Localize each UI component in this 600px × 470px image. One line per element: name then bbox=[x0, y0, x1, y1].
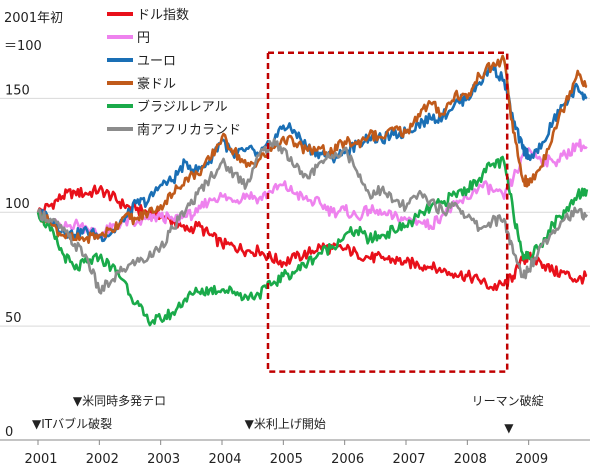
y-axis-title-line: 2001年初 bbox=[4, 11, 63, 26]
legend-label-1: 円 bbox=[137, 31, 150, 46]
annotation-2: ▼米利上げ開始 bbox=[245, 417, 326, 431]
y-axis-title: 2001年初 ＝100 bbox=[4, 11, 63, 54]
x-tick-label: 2005 bbox=[270, 452, 303, 467]
x-tick-label: 2004 bbox=[208, 452, 241, 467]
annotation-0: ▼ITバブル破裂 bbox=[32, 416, 112, 431]
x-tick-label: 2008 bbox=[454, 452, 487, 467]
annotations: ▼ITバブル破裂 ▼米同時多発テロ ▼米利上げ開始 リーマン破綻 ▼ bbox=[32, 393, 544, 435]
legend-label-4: ブラジルレアル bbox=[137, 99, 228, 115]
annotation-marker-3: ▼ bbox=[504, 421, 514, 435]
x-tick-label: 2007 bbox=[392, 452, 425, 467]
y-tick-label: 50 bbox=[5, 311, 22, 326]
y-tick-label: 0 bbox=[5, 425, 13, 440]
x-tick-label: 2001 bbox=[24, 452, 57, 467]
series-lines bbox=[36, 54, 589, 327]
grid bbox=[0, 97, 590, 327]
legend-label-3: 豪ドル bbox=[137, 76, 176, 92]
x-tick-label: 2006 bbox=[331, 452, 364, 467]
x-tick-label: 2002 bbox=[86, 452, 119, 467]
y-axis-title-line: ＝100 bbox=[4, 39, 42, 54]
legend-label-0: ドル指数 bbox=[137, 8, 189, 23]
x-tick-label: 2003 bbox=[147, 452, 180, 467]
axes: 0 50 100 150 2001 2002 2003 2004 2005 2006 2007 200… bbox=[0, 83, 590, 467]
y-tick-label: 150 bbox=[5, 83, 30, 98]
series-line-5 bbox=[36, 138, 589, 295]
annotation-3: リーマン破綻 bbox=[472, 393, 544, 408]
y-tick-label: 100 bbox=[5, 197, 30, 212]
legend-label-5: 南アフリカランド bbox=[137, 122, 241, 138]
x-tick-label: 2009 bbox=[515, 452, 548, 467]
annotation-1: ▼米同時多発テロ bbox=[73, 394, 166, 408]
series-line-3 bbox=[36, 54, 588, 244]
series-line-4 bbox=[36, 155, 589, 327]
legend-label-2: ユーロ bbox=[137, 54, 176, 69]
